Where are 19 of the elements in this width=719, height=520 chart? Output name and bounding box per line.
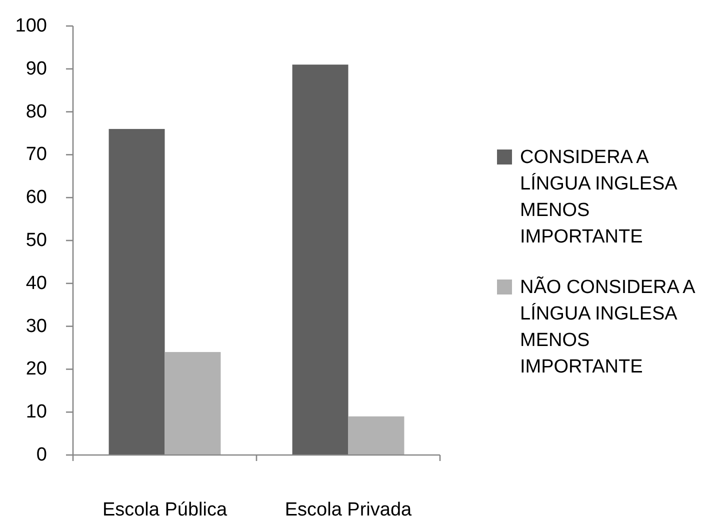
y-tick-label: 0 — [36, 444, 47, 466]
bar — [348, 416, 404, 455]
y-tick-label: 30 — [26, 316, 47, 337]
y-tick-label: 20 — [26, 358, 47, 380]
bar — [292, 64, 348, 455]
legend-label: CONSIDERA A LÍNGUA INGLESA MENOS IMPORTANTE — [520, 146, 678, 247]
y-tick-label: 10 — [26, 402, 47, 423]
y-tick-label: 70 — [26, 144, 47, 166]
y-tick-label: 40 — [26, 272, 47, 294]
y-tick-label: 50 — [26, 230, 47, 251]
x-tick-label: Escola Pública — [102, 500, 228, 520]
y-tick-label: 100 — [15, 16, 47, 36]
bar — [108, 128, 165, 455]
bar — [164, 352, 221, 455]
y-tick-label: 60 — [26, 187, 47, 208]
legend-label: NÃO CONSIDERA A LÍNGUA INGLESA MENOS IMPORTANTE — [520, 276, 696, 377]
y-tick-label: 90 — [26, 58, 47, 80]
y-tick-label: 80 — [26, 101, 47, 122]
x-tick-label: Escola Privada — [284, 500, 412, 520]
